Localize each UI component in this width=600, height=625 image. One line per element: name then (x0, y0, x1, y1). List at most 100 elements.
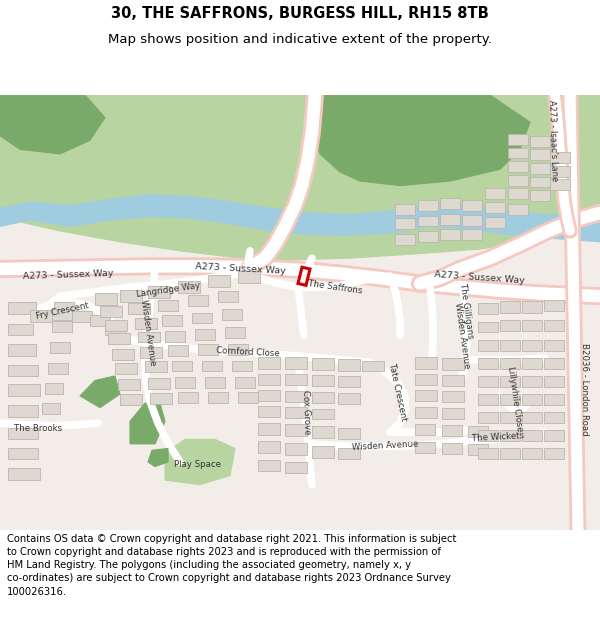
Bar (508, 161, 528, 172)
Bar (238, 392, 258, 403)
Text: Cox Grove: Cox Grove (301, 390, 311, 434)
Bar (238, 271, 260, 282)
Text: 30, THE SAFFRONS, BURGESS HILL, RH15 8TB: 30, THE SAFFRONS, BURGESS HILL, RH15 8TB (111, 6, 489, 21)
Bar (285, 462, 307, 473)
Bar (118, 379, 140, 389)
Polygon shape (310, 95, 530, 186)
Bar (72, 311, 92, 321)
Bar (312, 392, 334, 403)
Bar (544, 320, 564, 331)
Bar (522, 430, 542, 441)
Text: Play Space: Play Space (175, 460, 221, 469)
Polygon shape (80, 376, 120, 408)
Bar (192, 312, 212, 323)
Bar (415, 357, 437, 369)
Bar (544, 300, 564, 311)
Bar (418, 231, 438, 242)
Bar (235, 377, 255, 388)
Bar (52, 309, 72, 320)
Bar (338, 359, 360, 371)
Bar (232, 361, 252, 371)
Bar (258, 423, 280, 435)
Bar (462, 214, 482, 226)
Bar (338, 393, 360, 404)
Bar (522, 301, 542, 312)
Text: A273 - Sussex Way: A273 - Sussex Way (434, 271, 526, 286)
Bar (508, 175, 528, 186)
Bar (462, 200, 482, 211)
Bar (508, 148, 528, 158)
Bar (50, 341, 70, 353)
Text: Wisden Avenue: Wisden Avenue (453, 302, 471, 369)
Bar (500, 357, 520, 369)
Text: The Brooks: The Brooks (14, 424, 62, 433)
Bar (8, 428, 38, 439)
Bar (440, 229, 460, 240)
Bar (508, 204, 528, 214)
Bar (312, 446, 334, 458)
Polygon shape (130, 403, 165, 444)
Bar (500, 449, 520, 459)
Bar (285, 374, 307, 385)
Text: The Saffrons: The Saffrons (307, 279, 362, 296)
Bar (115, 363, 137, 374)
Bar (338, 428, 360, 439)
Text: Fry Crescent: Fry Crescent (35, 301, 89, 321)
Text: Wisden Avenue: Wisden Avenue (139, 299, 157, 366)
Bar (205, 377, 225, 388)
Bar (418, 200, 438, 211)
Bar (415, 424, 435, 435)
Bar (175, 377, 195, 388)
Bar (500, 320, 520, 331)
Bar (8, 324, 33, 335)
Text: Map shows position and indicative extent of the property.: Map shows position and indicative extent… (108, 32, 492, 46)
Bar (500, 412, 520, 423)
Bar (440, 214, 460, 224)
Bar (188, 295, 208, 306)
Bar (178, 281, 200, 292)
Bar (500, 376, 520, 387)
Bar (95, 294, 117, 305)
Bar (362, 361, 384, 371)
Bar (112, 349, 134, 359)
Bar (148, 286, 170, 298)
Bar (258, 374, 280, 385)
Polygon shape (0, 95, 600, 530)
Bar (485, 202, 505, 212)
Bar (105, 324, 125, 335)
Bar (530, 190, 550, 201)
Bar (478, 321, 498, 332)
Bar (530, 136, 550, 147)
Bar (522, 320, 542, 331)
Bar (338, 376, 360, 387)
Bar (338, 448, 360, 459)
Bar (500, 340, 520, 351)
Bar (485, 217, 505, 228)
Bar (225, 327, 245, 338)
Bar (544, 412, 564, 423)
Bar (544, 449, 564, 459)
Text: Cornford Close: Cornford Close (216, 346, 280, 359)
Text: Langridge Way: Langridge Way (136, 281, 200, 299)
Bar (442, 375, 464, 386)
Bar (105, 320, 127, 331)
Bar (178, 392, 198, 403)
Bar (8, 405, 38, 417)
Bar (285, 424, 307, 436)
Text: Contains OS data © Crown copyright and database right 2021. This information is : Contains OS data © Crown copyright and d… (7, 534, 457, 597)
Bar (258, 391, 280, 401)
Bar (544, 340, 564, 351)
Text: A273 - Sussex Way: A273 - Sussex Way (194, 262, 286, 276)
Bar (172, 361, 192, 371)
Bar (120, 394, 142, 405)
Bar (415, 374, 437, 385)
Bar (415, 391, 437, 401)
Text: The Wickets: The Wickets (472, 431, 524, 442)
Bar (530, 176, 550, 187)
Bar (478, 302, 498, 314)
Bar (550, 166, 570, 176)
Bar (522, 412, 542, 423)
Bar (478, 357, 498, 369)
Bar (544, 430, 564, 441)
Bar (395, 204, 415, 214)
